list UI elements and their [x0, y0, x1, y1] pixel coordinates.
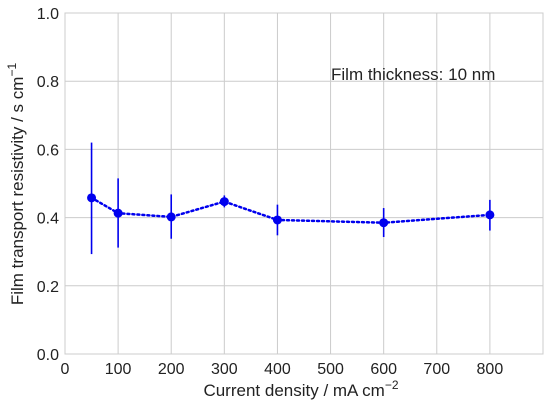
data-point [219, 197, 229, 207]
x-tick-label: 600 [370, 361, 397, 378]
x-tick-label: 800 [477, 361, 504, 378]
x-tick-label: 400 [264, 361, 291, 378]
y-tick-label: 0.0 [37, 347, 59, 364]
series-line [90, 196, 492, 224]
data-point [272, 215, 282, 225]
y-tick-label: 0.8 [37, 74, 59, 91]
x-tick-label: 700 [423, 361, 450, 378]
series [87, 142, 495, 255]
data-point [113, 208, 123, 218]
x-tick-label: 100 [105, 361, 132, 378]
x-tick-label: 200 [158, 361, 185, 378]
y-axis-title: Film transport resistivity / s cm−1 [5, 63, 27, 306]
x-tick-label: 300 [211, 361, 238, 378]
data-point [379, 218, 389, 228]
x-axis-title-text: Current density / mA cm [203, 381, 384, 400]
y-tick-labels: 0.0 0.2 0.4 0.6 0.8 1.0 [37, 6, 59, 364]
chart-annotation: Film thickness: 10 nm [331, 65, 495, 84]
grid [64, 12, 543, 355]
x-axis-title-sup: −2 [385, 378, 399, 392]
x-axis-title: Current density / mA cm−2 [203, 378, 398, 400]
y-axis-title-sup: −1 [5, 63, 19, 77]
y-tick-label: 1.0 [37, 6, 59, 23]
y-tick-label: 0.2 [37, 279, 59, 296]
x-tick-label: 0 [61, 361, 70, 378]
x-tick-label: 500 [317, 361, 344, 378]
data-point [485, 210, 495, 220]
x-tick-labels: 0 100 200 300 400 500 600 700 800 [61, 361, 504, 378]
data-point [166, 212, 176, 222]
y-axis-title-text: Film transport resistivity / s cm [8, 77, 27, 306]
y-tick-label: 0.6 [37, 142, 59, 159]
data-point [87, 193, 97, 203]
y-tick-label: 0.4 [37, 211, 59, 228]
plot-frame [64, 12, 544, 355]
